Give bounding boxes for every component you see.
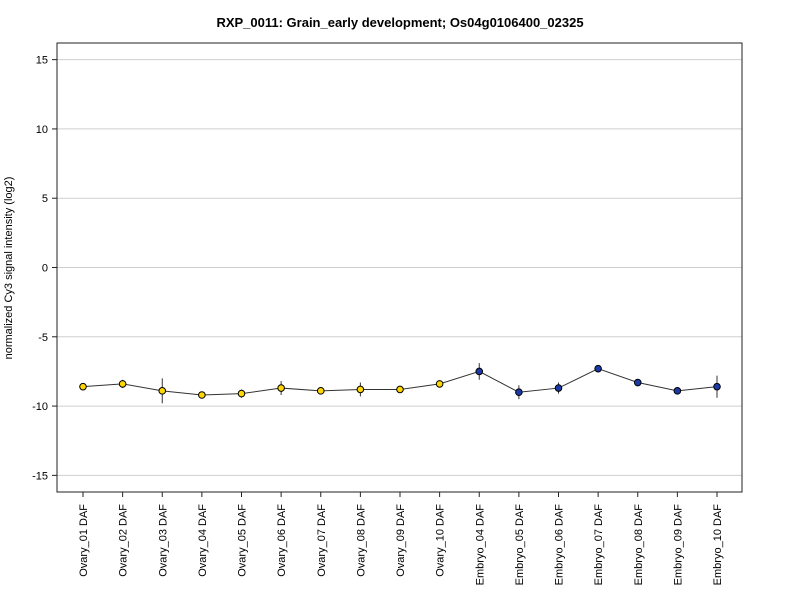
data-point: [673, 387, 682, 395]
x-tick-label: Ovary_01 DAF: [78, 504, 90, 577]
data-point: [118, 380, 127, 388]
data-point: [237, 389, 246, 398]
data-point: [277, 384, 285, 392]
x-tick-label: Ovary_09 DAF: [395, 504, 407, 577]
x-tick-label: Ovary_07 DAF: [316, 504, 328, 577]
y-axis-label: normalized Cy3 signal intensity (log2): [3, 177, 15, 360]
x-tick-label: Ovary_06 DAF: [276, 504, 288, 577]
data-point: [396, 385, 404, 394]
data-point: [79, 382, 87, 391]
x-tick-label: Ovary_03 DAF: [157, 504, 169, 577]
x-tick-label: Ovary_05 DAF: [237, 504, 249, 577]
x-tick-label: Ovary_08 DAF: [355, 504, 367, 577]
y-tick-label: 0: [42, 263, 48, 275]
x-tick-label: Embryo_06 DAF: [554, 504, 566, 586]
x-tick-label: Ovary_10 DAF: [435, 504, 447, 577]
x-tick-label: Embryo_10 DAF: [712, 504, 724, 586]
x-tick-label: Embryo_09 DAF: [672, 504, 684, 586]
y-tick-label: -5: [38, 332, 48, 344]
y-tick-label: -15: [32, 470, 48, 482]
data-point: [158, 387, 167, 395]
grid-lines: [57, 59, 742, 476]
data-point: [594, 364, 602, 373]
y-tick-label: 15: [36, 55, 48, 67]
data-point: [475, 367, 484, 376]
data-point: [316, 387, 325, 395]
chart-title: RXP_0011: Grain_early development; Os04g…: [216, 15, 583, 30]
y-tick-label: 5: [42, 193, 48, 205]
x-tick-label: Embryo_05 DAF: [514, 504, 526, 586]
x-tick-label: Embryo_07 DAF: [593, 504, 605, 586]
x-tick-label: Embryo_08 DAF: [633, 504, 645, 586]
data-point: [356, 385, 365, 394]
x-tick-label: Embryo_04 DAF: [474, 504, 486, 586]
data-point: [435, 380, 444, 388]
data-point: [554, 384, 563, 392]
x-tick-label: Ovary_02 DAF: [118, 504, 130, 577]
axes: 15 10 5 0 -5 -10 -15 Ovary_01 DAF Ovary_02 DAF Ov…: [32, 55, 724, 586]
y-tick-label: 10: [36, 124, 48, 136]
x-tick-label: Ovary_04 DAF: [197, 504, 209, 577]
data-point: [713, 382, 721, 391]
data-point: [633, 378, 642, 387]
data-series: [79, 363, 721, 404]
y-tick-label: -10: [32, 401, 48, 413]
data-point: [515, 388, 523, 397]
data-point: [198, 391, 206, 399]
